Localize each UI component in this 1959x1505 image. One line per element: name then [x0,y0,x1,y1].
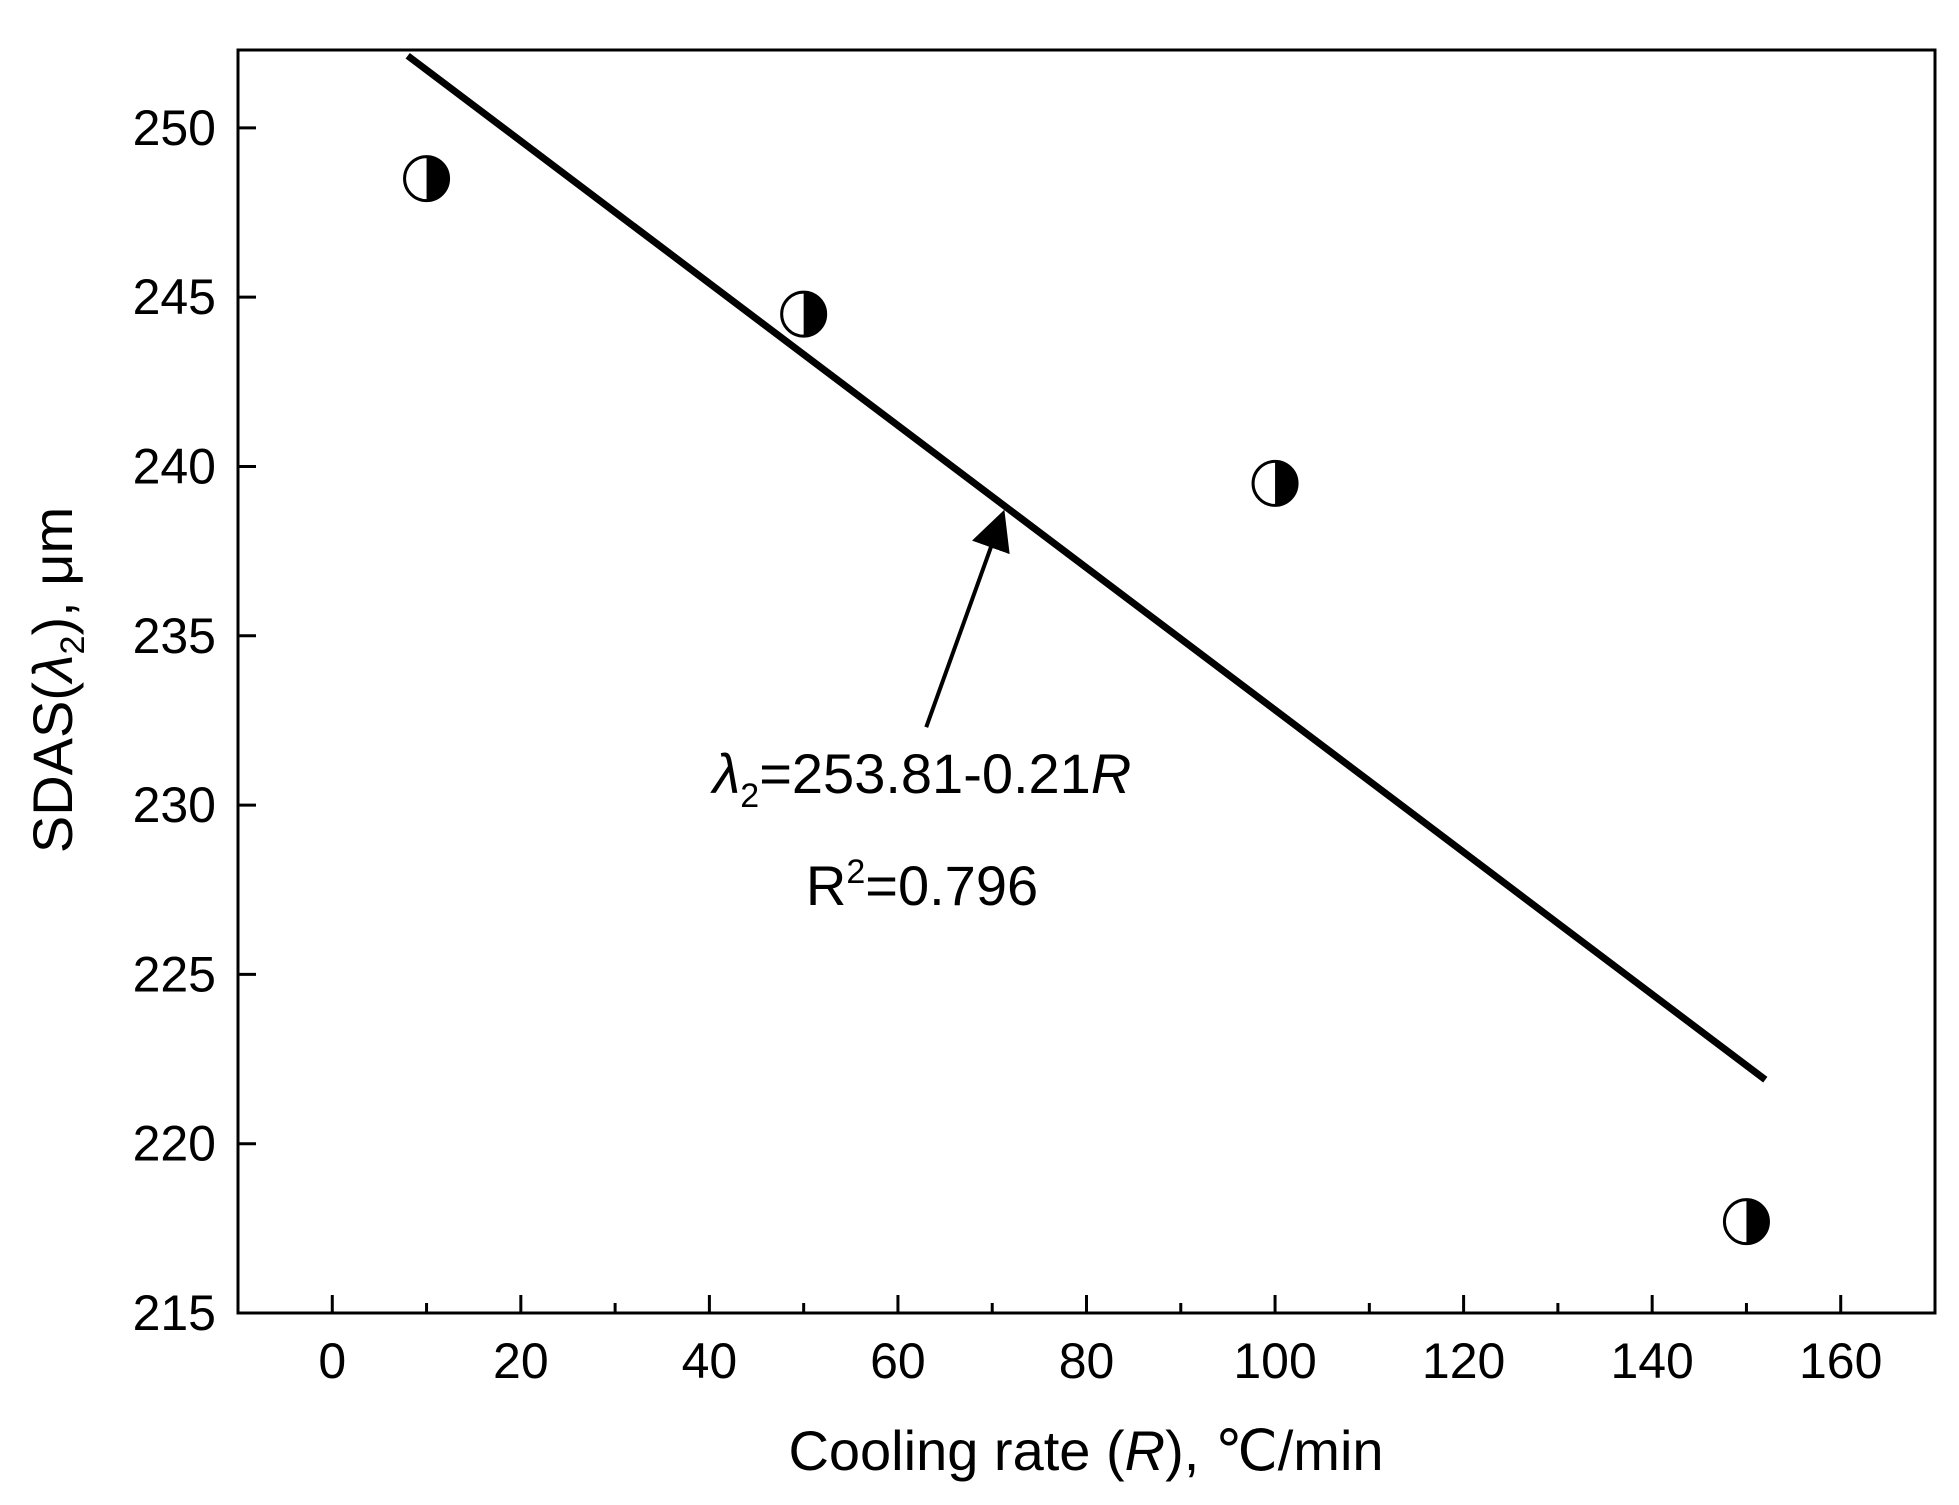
y-tick-label: 225 [133,946,216,1002]
equation-body: =253.81-0.21 [759,742,1091,805]
equation-lambda-subscript: 2 [740,777,759,815]
r-squared-base: R [806,854,846,917]
y-axis-title-suffix: ), μm [21,507,84,636]
x-axis-title-suffix: ), ℃/min [1165,1419,1383,1482]
regression-line [405,52,1768,1083]
data-point [780,290,828,338]
y-tick-label: 240 [133,438,216,494]
y-tick-label: 230 [133,777,216,833]
data-point [1722,1198,1770,1246]
x-axis-title-var: R [1125,1419,1165,1482]
y-axis-title-sub: 2 [54,636,92,655]
annotation-arrow [924,509,1010,728]
x-tick-label: 80 [1059,1333,1115,1389]
x-tick-label: 0 [318,1333,346,1389]
x-tick-label: 140 [1610,1333,1693,1389]
equation-annotation: λ2=253.81-0.21R [710,742,1132,815]
plot-frame [236,48,1937,1315]
r-squared-annotation: R2=0.796 [806,853,1038,917]
x-tick-label: 120 [1422,1333,1505,1389]
data-point [1251,459,1299,507]
y-tick-label: 220 [133,1116,216,1172]
x-tick-label: 20 [493,1333,549,1389]
x-tick-label: 60 [870,1333,926,1389]
x-tick-label: 160 [1799,1333,1882,1389]
plot-area-border [236,48,1937,1315]
y-axis-title: SDAS(λ2), μm [21,507,92,853]
x-tick-label: 40 [682,1333,738,1389]
y-tick-label: 245 [133,269,216,325]
y-axis-ticks: 215 220 225 230 235 240 245 250 [133,100,256,1341]
data-point [403,155,451,203]
y-tick-label: 235 [133,608,216,664]
y-tick-label: 250 [133,100,216,156]
r-squared-value: =0.796 [865,854,1038,917]
data-points [403,155,1770,1246]
y-axis-title-var: λ [21,654,84,685]
x-axis-title: Cooling rate (R), ℃/min [788,1419,1383,1482]
x-axis-title-prefix: Cooling rate ( [788,1419,1125,1482]
equation-lambda: λ [710,742,741,805]
y-axis-title-prefix: SDAS( [21,682,84,853]
y-tick-label: 215 [133,1285,216,1341]
x-axis-ticks: 0 20 40 60 80 100 120 140 160 [318,1295,1882,1389]
x-tick-label: 100 [1233,1333,1316,1389]
equation-R: R [1091,742,1131,805]
r-squared-superscript: 2 [846,853,865,891]
